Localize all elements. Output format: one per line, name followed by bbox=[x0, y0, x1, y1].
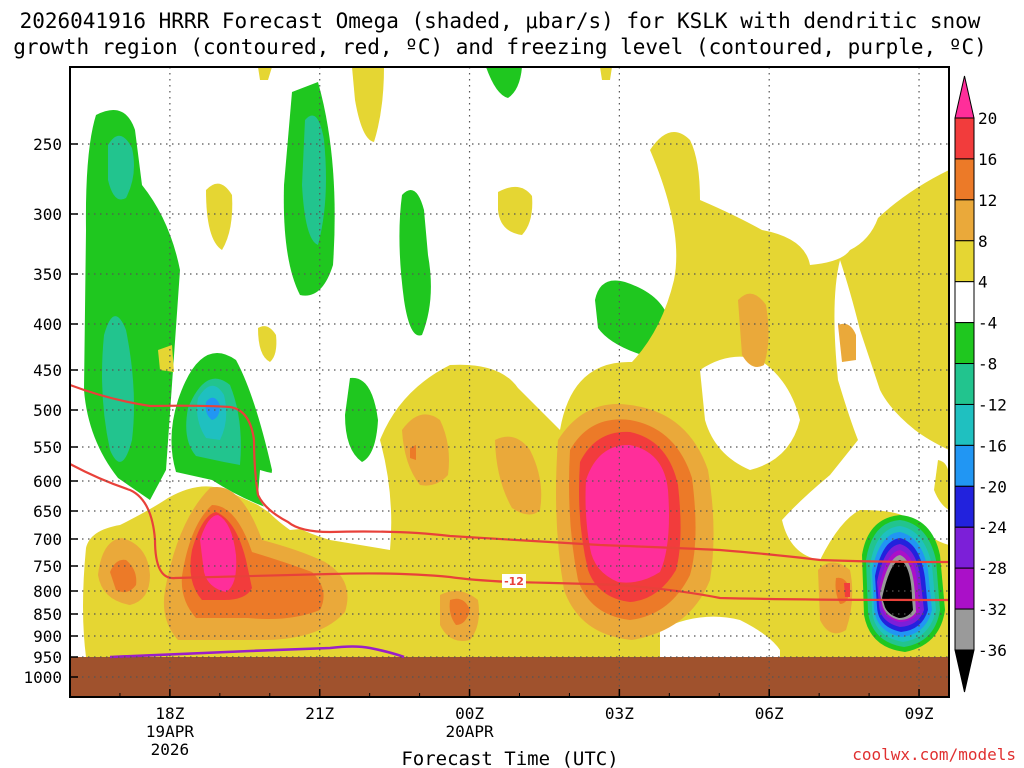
omega-positive-core-1730z bbox=[98, 538, 150, 605]
colorbar-label: -36 bbox=[978, 641, 1007, 660]
dgz-contour-label: -12 bbox=[502, 574, 526, 588]
omega-positive-core-1830z bbox=[163, 487, 348, 640]
y-tick-label: 600 bbox=[33, 472, 62, 491]
y-tick-label: 500 bbox=[33, 401, 62, 420]
x-tick-label: 19APR bbox=[146, 722, 195, 741]
y-tick-label: 950 bbox=[33, 648, 62, 667]
x-tick-label: 03Z bbox=[605, 704, 634, 723]
plot-area: -12 bbox=[70, 67, 949, 697]
colorbar-label: 20 bbox=[978, 109, 997, 128]
omega-negative-region-21z-upper bbox=[283, 82, 335, 296]
y-tick-label: 900 bbox=[33, 627, 62, 646]
omega-positive-yellow-region bbox=[83, 67, 949, 657]
colorbar-label: 16 bbox=[978, 150, 997, 169]
omega-negative-region-upper-left bbox=[84, 110, 180, 500]
x-tick-label: 21Z bbox=[305, 704, 334, 723]
colorbar-swatch bbox=[954, 240, 975, 283]
y-tick-label: 850 bbox=[33, 605, 62, 624]
y-tick-label: 650 bbox=[33, 502, 62, 521]
colorbar-swatch bbox=[954, 281, 975, 324]
chart-title-line-1: 2026041916 HRRR Forecast Omega (shaded, … bbox=[19, 9, 981, 33]
colorbar-label: -4 bbox=[978, 314, 997, 333]
freezing-level-contour bbox=[109, 645, 405, 659]
colorbar-label: -20 bbox=[978, 477, 1007, 496]
ground-below-surface bbox=[70, 657, 949, 697]
chart-title-line-2: growth region (contoured, red, ºC) and f… bbox=[13, 35, 987, 59]
colorbar-swatch bbox=[954, 199, 975, 242]
plot-axes: 250 300 350 400 450 500 550 600 650 700 750 800 850 9… bbox=[23, 135, 933, 759]
colorbar-label: -16 bbox=[978, 436, 1007, 455]
colorbar-label: 8 bbox=[978, 232, 988, 251]
omega-positive-core-mid-levels bbox=[402, 293, 856, 641]
x-tick-label: 20APR bbox=[445, 722, 494, 741]
colorbar-label: 12 bbox=[978, 191, 997, 210]
colorbar-label: -8 bbox=[978, 355, 997, 374]
omega-positive-white-holes bbox=[258, 356, 800, 657]
y-tick-label: 400 bbox=[33, 315, 62, 334]
colorbar-label: -24 bbox=[978, 518, 1007, 537]
y-tick-label: 700 bbox=[33, 530, 62, 549]
x-tick-label: 00Z bbox=[455, 704, 484, 723]
y-tick-label: 450 bbox=[33, 361, 62, 380]
omega-negative-region-top bbox=[486, 67, 522, 98]
colorbar-swatch bbox=[954, 322, 975, 365]
colorbar-label: -12 bbox=[978, 395, 1007, 414]
colorbar-top-arrow bbox=[954, 75, 975, 119]
y-tick-label: 550 bbox=[33, 438, 62, 457]
y-tick-label: 300 bbox=[33, 205, 62, 224]
credit-link[interactable]: coolwx.com/models bbox=[852, 745, 1016, 764]
y-tick-label: 250 bbox=[33, 135, 62, 154]
omega-positive-core-03z bbox=[556, 404, 714, 640]
colorbar-swatch bbox=[954, 403, 975, 446]
colorbar-swatch bbox=[954, 363, 975, 405]
colorbar-bottom-arrow bbox=[954, 649, 975, 693]
omega-negative-region-23z-upper bbox=[399, 190, 431, 336]
colorbar-label: -32 bbox=[978, 600, 1007, 619]
x-tick-label: 18Z bbox=[155, 704, 184, 723]
x-tick-label: 09Z bbox=[905, 704, 934, 723]
x-tick-label: 2026 bbox=[151, 740, 190, 759]
dgz-lower-contour bbox=[70, 463, 949, 602]
colorbar-swatch bbox=[954, 608, 975, 651]
colorbar: 20 16 12 8 4 -4 -8 -12 -16 -20 -24 -28 -32 -36 bbox=[954, 75, 1007, 693]
x-tick-label: 06Z bbox=[755, 704, 784, 723]
plot-gridlines bbox=[70, 67, 949, 697]
x-axis-label: Forecast Time (UTC) bbox=[401, 748, 618, 768]
colorbar-swatch bbox=[954, 567, 975, 610]
dgz-upper-contour bbox=[70, 383, 949, 564]
colorbar-swatch bbox=[954, 526, 975, 569]
colorbar-swatch bbox=[954, 117, 975, 160]
dgz-contours bbox=[70, 383, 949, 602]
dgz-contour-label-text: -12 bbox=[504, 575, 524, 588]
y-tick-label: 800 bbox=[33, 582, 62, 601]
colorbar-swatch bbox=[954, 444, 975, 487]
y-tick-label: 750 bbox=[33, 557, 62, 576]
omega-negative-region-19z-500mb bbox=[171, 353, 272, 508]
y-tick-label: 1000 bbox=[23, 668, 62, 687]
colorbar-swatch bbox=[954, 158, 975, 201]
plot-frame bbox=[69, 66, 950, 698]
omega-negative-core-09z bbox=[862, 515, 945, 652]
colorbar-label: -28 bbox=[978, 559, 1007, 578]
colorbar-swatch bbox=[954, 485, 975, 528]
y-tick-label: 350 bbox=[33, 265, 62, 284]
chart-title: 2026041916 HRRR Forecast Omega (shaded, … bbox=[0, 8, 1000, 60]
colorbar-label: 4 bbox=[978, 273, 988, 292]
